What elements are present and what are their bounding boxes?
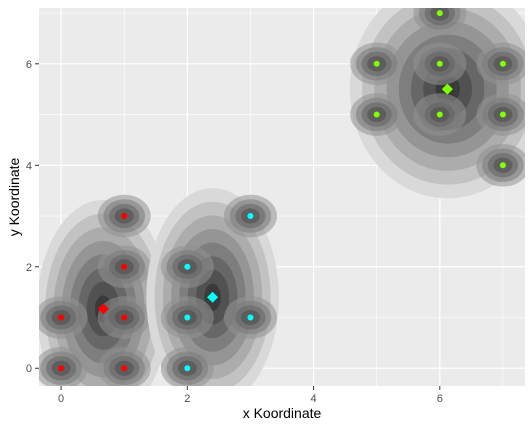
cluster-center-marker bbox=[207, 291, 219, 303]
data-point bbox=[436, 60, 443, 67]
data-point bbox=[436, 10, 443, 17]
data-point bbox=[184, 365, 191, 372]
density-contours bbox=[39, 8, 525, 386]
data-point bbox=[247, 213, 254, 220]
data-points bbox=[58, 10, 506, 372]
y-tick-label: 2 bbox=[26, 262, 32, 274]
data-point bbox=[247, 314, 254, 321]
data-point bbox=[373, 111, 380, 118]
data-point bbox=[184, 314, 191, 321]
data-point bbox=[121, 314, 128, 321]
y-tick-label: 4 bbox=[26, 160, 32, 172]
x-tick-label: 4 bbox=[310, 393, 316, 405]
data-point bbox=[184, 263, 191, 270]
x-axis-title: x Koordinate bbox=[243, 405, 322, 421]
y-tick-label: 6 bbox=[26, 59, 32, 71]
data-point bbox=[58, 314, 65, 321]
data-point bbox=[499, 162, 506, 169]
y-tick-label: 0 bbox=[26, 363, 32, 375]
x-tick-label: 0 bbox=[58, 393, 64, 405]
data-point bbox=[58, 365, 65, 372]
data-point bbox=[121, 365, 128, 372]
density-cluster-2 bbox=[146, 188, 279, 386]
data-point bbox=[373, 60, 380, 67]
data-point bbox=[121, 213, 128, 220]
cluster-centers bbox=[97, 83, 453, 315]
y-axis: 0 2 4 6 bbox=[26, 59, 39, 375]
x-axis: 0 2 4 6 bbox=[58, 386, 443, 405]
x-tick-label: 6 bbox=[437, 393, 443, 405]
data-point bbox=[436, 111, 443, 118]
y-axis-title: y Koordinate bbox=[6, 157, 22, 236]
data-point bbox=[499, 60, 506, 67]
data-point bbox=[499, 111, 506, 118]
x-tick-label: 2 bbox=[184, 393, 190, 405]
data-point bbox=[121, 263, 128, 270]
cluster-center-marker bbox=[97, 303, 109, 315]
cluster-center-marker bbox=[441, 83, 453, 95]
density-cluster-1 bbox=[39, 194, 170, 386]
